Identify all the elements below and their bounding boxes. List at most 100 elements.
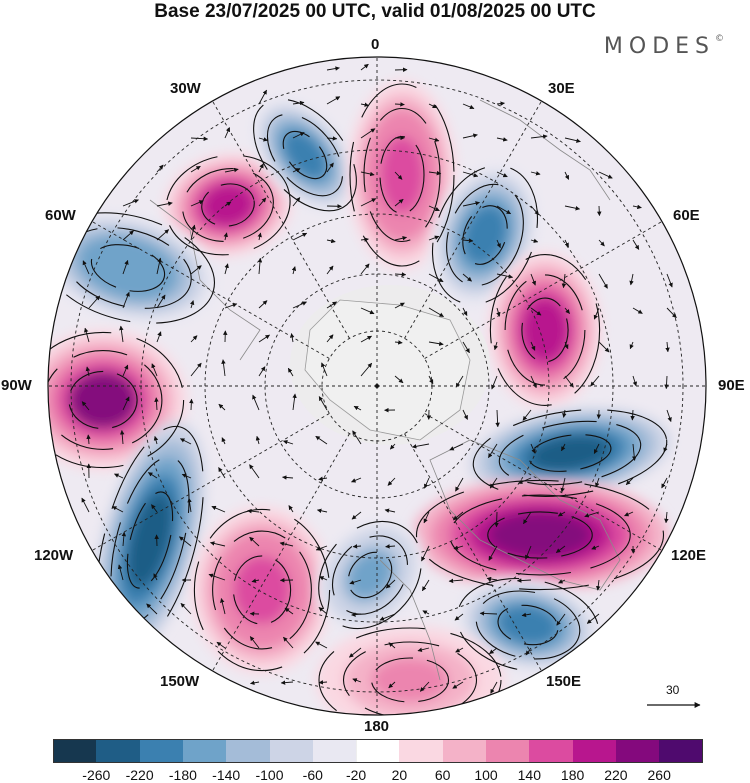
wind-arrow bbox=[360, 63, 369, 71]
wind-arrow bbox=[280, 680, 294, 685]
streamline bbox=[347, 551, 393, 599]
streamline bbox=[331, 535, 409, 615]
wind-arrow bbox=[394, 171, 403, 180]
wind-arrow bbox=[595, 477, 600, 488]
colorbar-swatch bbox=[659, 739, 703, 763]
wind-arrow bbox=[210, 541, 226, 547]
streamline bbox=[504, 274, 586, 386]
copyright-mark: © bbox=[715, 34, 724, 44]
wind-arrow bbox=[288, 505, 294, 513]
streamline bbox=[282, 130, 328, 180]
wind-arrow bbox=[632, 239, 640, 250]
wind-arrow bbox=[496, 239, 501, 249]
wind-arrow bbox=[530, 307, 542, 316]
wind-arrow bbox=[326, 265, 334, 275]
wind-arrow bbox=[111, 506, 124, 513]
wind-arrow bbox=[462, 171, 479, 178]
wind-arrow bbox=[598, 239, 605, 247]
colorbar-tick-label: 180 bbox=[560, 767, 585, 783]
wind-arrow bbox=[624, 511, 634, 517]
wind-arrow bbox=[326, 334, 334, 343]
lon-label-60e: 60E bbox=[673, 207, 700, 224]
wind-arrow bbox=[598, 273, 608, 289]
wind-arrow bbox=[530, 443, 536, 454]
wind-arrow bbox=[360, 102, 370, 107]
wind-arrow bbox=[428, 341, 444, 346]
wind-arrow bbox=[479, 611, 498, 616]
wind-arrow bbox=[81, 497, 90, 513]
wind-arrow bbox=[352, 678, 362, 683]
wind-arrow bbox=[530, 341, 536, 351]
wind-arrow bbox=[632, 375, 638, 387]
wind-arrow bbox=[632, 204, 642, 210]
wind-arrow bbox=[156, 331, 162, 343]
wind-arrow bbox=[530, 273, 536, 286]
colorbar-swatch bbox=[399, 739, 444, 763]
wind-arrow bbox=[318, 607, 328, 615]
wind-arrow bbox=[462, 409, 468, 420]
meridian-line bbox=[424, 413, 663, 551]
wind-arrow bbox=[422, 610, 430, 615]
streamline bbox=[431, 165, 539, 305]
streamline bbox=[126, 491, 174, 589]
wind-arrow bbox=[82, 260, 90, 275]
wind-arrow bbox=[316, 508, 328, 513]
lon-label-180: 180 bbox=[364, 718, 390, 735]
streamline bbox=[253, 98, 357, 212]
wind-arrow bbox=[146, 603, 158, 615]
wind-arrow bbox=[666, 307, 677, 319]
wind-arrow bbox=[326, 162, 334, 173]
wind-arrow bbox=[629, 341, 634, 350]
streamline bbox=[521, 297, 569, 363]
wind-arrow bbox=[216, 641, 226, 649]
wind-arrow bbox=[360, 307, 375, 315]
colorbar-tick-label: 60 bbox=[434, 767, 451, 783]
wind-arrow bbox=[315, 435, 328, 445]
wind-arrow bbox=[462, 273, 472, 282]
streamline bbox=[497, 604, 559, 646]
wind-arrow bbox=[666, 409, 672, 422]
wind-arrow bbox=[189, 398, 194, 411]
wind-arrow bbox=[352, 544, 362, 549]
wind-arrow bbox=[249, 464, 260, 479]
wind-arrow bbox=[249, 536, 260, 547]
streamline bbox=[48, 350, 163, 450]
wind-arrow bbox=[223, 232, 228, 241]
wind-arrow bbox=[593, 443, 600, 454]
wind-arrow bbox=[258, 137, 268, 142]
wind-arrow bbox=[560, 477, 566, 493]
wind-arrow bbox=[190, 136, 209, 141]
wind-arrow bbox=[292, 301, 307, 309]
streamline bbox=[318, 627, 502, 715]
meridian-line bbox=[424, 221, 663, 359]
wind-arrow bbox=[258, 366, 266, 377]
meridian-line bbox=[212, 433, 350, 672]
streamline bbox=[212, 530, 312, 650]
wind-arrow bbox=[452, 681, 464, 689]
wind-arrow bbox=[494, 511, 499, 528]
streamline bbox=[48, 331, 185, 469]
wind-arrow bbox=[249, 636, 260, 649]
colorbar-tick-label: -260 bbox=[82, 767, 111, 783]
map-title: Base 23/07/2025 00 UTC, valid 01/08/2025… bbox=[154, 1, 596, 22]
colorbar-swatch bbox=[226, 739, 270, 763]
wind-arrow bbox=[190, 200, 204, 207]
wind-arrow bbox=[224, 303, 238, 309]
wind-arrow bbox=[318, 680, 328, 685]
wind-arrow bbox=[156, 229, 170, 241]
wind-arrow bbox=[561, 443, 566, 452]
colorbar-tick-label: 20 bbox=[391, 767, 408, 783]
wind-arrow bbox=[151, 504, 158, 513]
anomaly-field bbox=[48, 57, 706, 715]
colorbar-swatch bbox=[139, 739, 184, 763]
wind-arrow bbox=[564, 239, 569, 248]
wind-arrow bbox=[530, 238, 539, 243]
wind-arrow bbox=[88, 295, 101, 309]
wind-arrow bbox=[523, 511, 532, 525]
colorbar-tick-label: 260 bbox=[647, 767, 671, 783]
wind-arrow bbox=[428, 103, 438, 109]
meridian-line bbox=[404, 433, 542, 672]
wind-arrow bbox=[326, 96, 341, 105]
colorbar-tick-label: -20 bbox=[345, 767, 367, 783]
wind-arrow bbox=[417, 647, 430, 652]
